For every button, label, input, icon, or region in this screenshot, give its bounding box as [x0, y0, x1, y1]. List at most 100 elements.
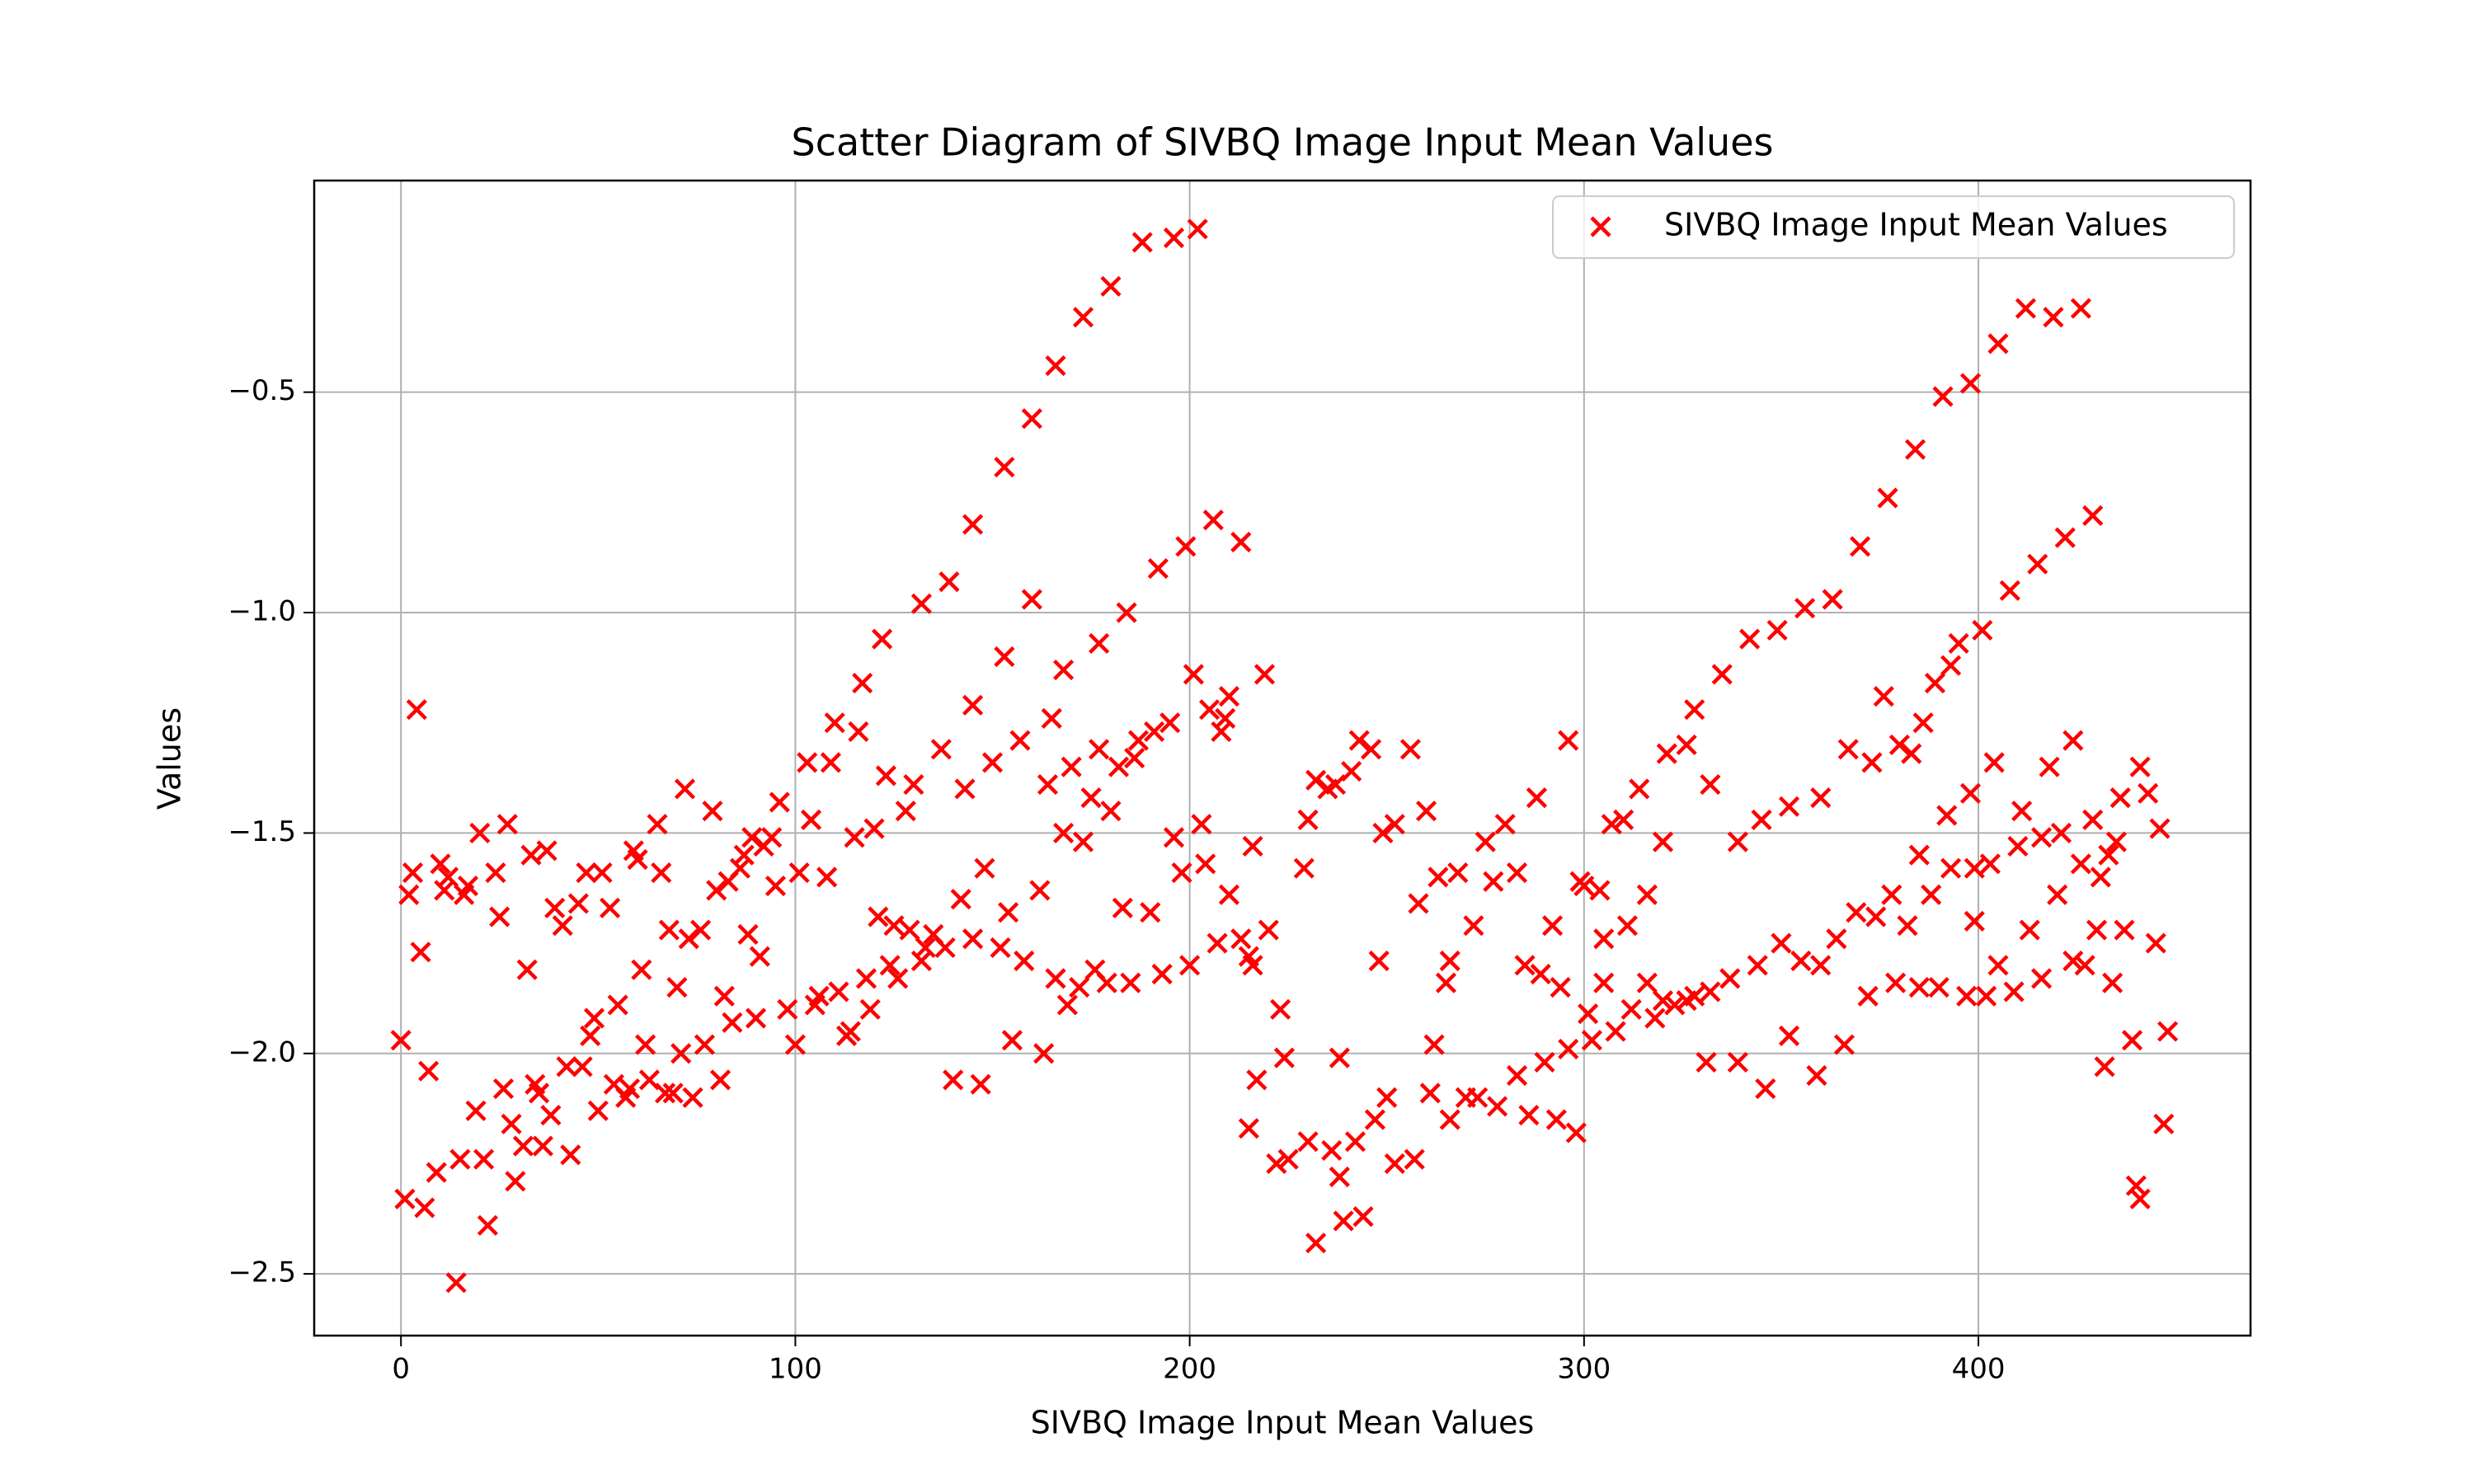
marker	[1881, 884, 1903, 905]
marker	[706, 880, 727, 901]
marker	[1948, 632, 1969, 655]
marker	[970, 1073, 991, 1095]
marker	[1009, 730, 1031, 751]
marker	[1376, 1087, 1398, 1108]
marker	[1908, 844, 1930, 866]
marker	[1940, 857, 1962, 879]
marker	[1293, 857, 1315, 879]
marker	[2090, 866, 2111, 888]
marker	[418, 1060, 440, 1082]
marker	[934, 937, 956, 959]
marker	[1195, 853, 1216, 875]
marker	[406, 699, 427, 721]
marker	[1230, 928, 1252, 950]
marker	[2007, 835, 2029, 857]
marker	[950, 889, 971, 910]
marker	[1581, 1030, 1602, 1051]
marker	[414, 1197, 435, 1219]
marker	[1727, 1051, 1748, 1073]
marker	[797, 752, 818, 773]
marker	[1983, 752, 2005, 773]
marker	[580, 1025, 601, 1046]
marker	[1072, 831, 1094, 852]
marker	[1656, 743, 1677, 764]
marker	[655, 1082, 676, 1104]
marker	[1979, 853, 2001, 875]
marker	[2082, 505, 2104, 526]
marker	[1987, 955, 2009, 976]
marker	[2125, 1175, 2147, 1196]
marker	[591, 862, 613, 884]
marker	[2157, 1021, 2179, 1042]
marker	[1936, 805, 1958, 826]
marker	[808, 985, 830, 1007]
marker	[1100, 801, 1122, 822]
marker	[1652, 990, 1674, 1012]
marker	[1810, 787, 1832, 809]
marker	[552, 915, 573, 937]
marker	[859, 998, 881, 1020]
marker	[1822, 589, 1843, 610]
marker	[2129, 756, 2151, 777]
marker	[1348, 730, 1370, 751]
marker	[1179, 955, 1201, 976]
y-tick-label: −1.5	[228, 815, 296, 848]
marker	[1924, 673, 1946, 694]
marker	[410, 942, 431, 963]
marker	[1361, 739, 1382, 760]
marker	[1140, 902, 1161, 923]
marker	[1072, 307, 1094, 328]
marker	[1029, 880, 1051, 901]
marker	[1089, 739, 1110, 760]
marker	[848, 721, 869, 743]
marker	[1700, 981, 1721, 1003]
marker	[938, 571, 960, 593]
marker	[1589, 880, 1611, 901]
marker	[560, 1144, 581, 1166]
marker	[2003, 981, 2025, 1003]
marker	[784, 1034, 807, 1055]
marker	[915, 937, 936, 959]
marker	[1771, 932, 1792, 954]
marker	[1147, 557, 1169, 580]
marker	[943, 1069, 964, 1091]
marker	[1849, 536, 1871, 557]
marker	[2086, 919, 2108, 941]
marker	[1384, 1153, 1405, 1175]
marker	[627, 848, 648, 871]
marker	[2062, 730, 2084, 751]
marker	[1297, 809, 1319, 830]
marker	[895, 801, 916, 822]
marker	[764, 875, 787, 897]
marker	[1297, 1131, 1319, 1153]
marker	[1790, 950, 1812, 972]
marker	[540, 1105, 562, 1126]
marker	[1885, 972, 1907, 993]
marker	[2039, 756, 2060, 777]
marker	[1987, 333, 2009, 355]
marker	[852, 673, 873, 694]
marker	[1364, 1109, 1385, 1130]
marker	[1846, 902, 1867, 923]
marker	[1565, 1122, 1587, 1144]
marker	[769, 791, 790, 813]
marker	[501, 1113, 522, 1134]
marker	[1439, 950, 1460, 972]
marker	[1857, 985, 1879, 1007]
marker	[2129, 1188, 2151, 1209]
marker	[1329, 1047, 1350, 1068]
marker	[981, 752, 1004, 773]
marker	[1435, 972, 1457, 993]
marker	[713, 985, 735, 1007]
marker	[777, 998, 798, 1020]
marker	[1270, 998, 1291, 1020]
marker	[875, 765, 896, 787]
marker	[1124, 747, 1145, 769]
marker	[761, 827, 783, 848]
marker	[1427, 866, 1449, 888]
marker	[1711, 664, 1733, 685]
marker	[430, 853, 451, 875]
marker	[1810, 955, 1832, 976]
marker	[1727, 831, 1748, 852]
